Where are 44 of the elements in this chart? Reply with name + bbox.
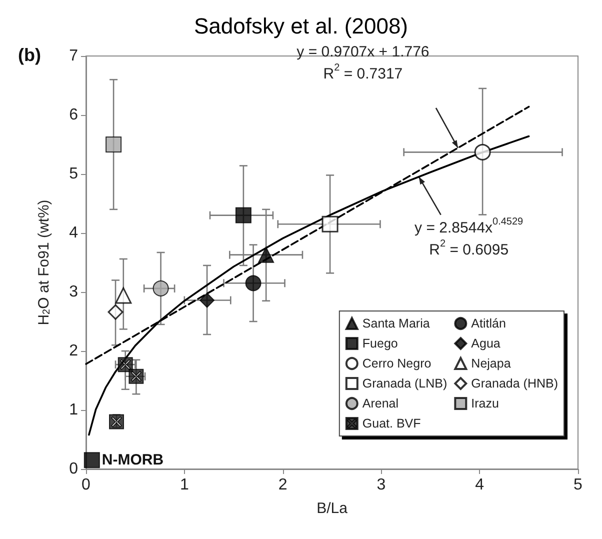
legend-label: Fuego — [362, 336, 398, 350]
point — [118, 357, 133, 372]
point — [108, 304, 124, 320]
x-tick-label: 4 — [475, 476, 484, 494]
legend-label: Santa Maria — [362, 316, 430, 330]
point — [84, 452, 100, 468]
point — [322, 216, 338, 232]
point — [152, 280, 169, 296]
point — [106, 136, 122, 152]
x-tick-label: 3 — [376, 476, 386, 494]
point — [474, 144, 491, 160]
y-tick-label: 7 — [69, 48, 78, 64]
point — [235, 207, 252, 224]
x-tick-label: 2 — [278, 476, 288, 494]
y-tick-label: 4 — [69, 224, 78, 242]
y-tick-label: 0 — [69, 460, 78, 478]
x-tick-label: 1 — [180, 476, 189, 494]
point — [245, 275, 262, 292]
legend-label: Granada (HNB) — [471, 376, 558, 390]
point — [109, 414, 124, 430]
annotation: N-MORB — [102, 452, 164, 469]
x-tick-label: 5 — [574, 476, 583, 494]
chart-title: Sadofsky et al. (2008) — [194, 14, 408, 38]
legend-label: Arenal — [362, 396, 399, 410]
point — [200, 292, 215, 308]
legend-label: Nejapa — [471, 356, 511, 370]
y-tick-label: 6 — [69, 106, 78, 124]
point — [258, 246, 274, 263]
legend-label: Atitlán — [471, 316, 506, 330]
text: (b) — [18, 45, 41, 65]
y-tick-label: 3 — [69, 284, 78, 300]
legend-label: Guat. BVF — [362, 416, 422, 430]
y-axis-title: H2O at Fo91 (wt%) — [36, 200, 52, 326]
y-tick-label: 2 — [69, 342, 78, 360]
y-tick-label: 5 — [69, 166, 78, 182]
legend-label: Cerro Negro — [362, 356, 432, 370]
legend-label: Granada (LNB) — [362, 376, 448, 390]
x-tick-label: 0 — [82, 476, 91, 494]
legend-label: Irazu — [471, 396, 500, 410]
x-axis-title: B/La — [316, 500, 348, 517]
point — [115, 287, 132, 304]
legend-label: Agua — [471, 336, 500, 350]
point — [128, 368, 144, 384]
y-tick-label: 1 — [69, 402, 78, 418]
